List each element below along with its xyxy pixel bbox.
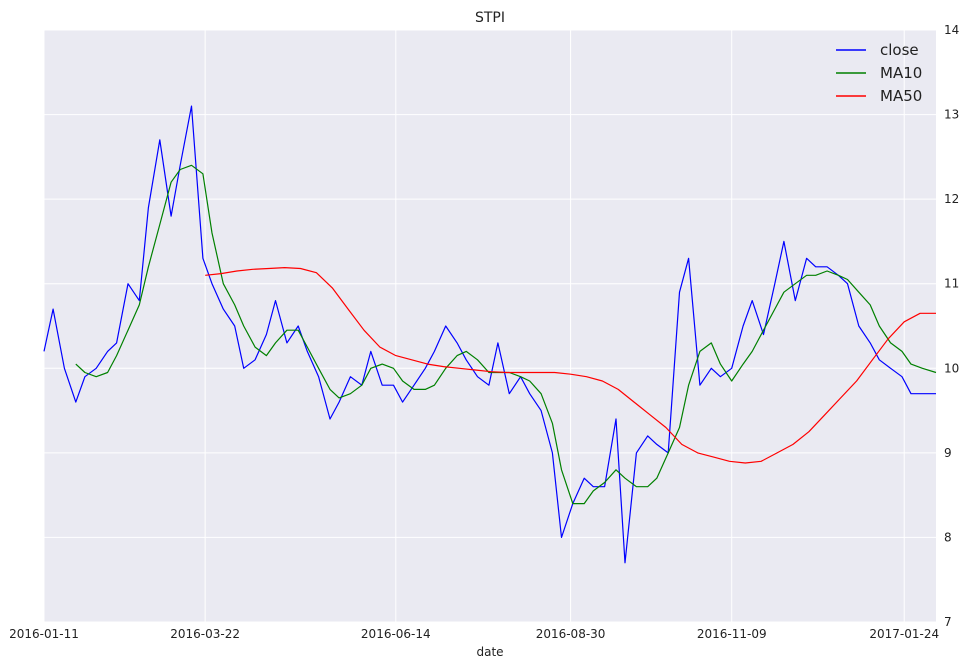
chart-title: STPI [475, 10, 505, 26]
legend-label-ma50: MA50 [880, 87, 922, 105]
x-tick-label: 2016-11-09 [697, 627, 767, 641]
y-tick-label: 7 [944, 615, 952, 629]
grid-lines [43, 29, 936, 623]
x-tick-label: 2016-08-30 [536, 627, 606, 641]
y-tick-label: 9 [944, 446, 952, 460]
legend: close MA10 MA50 [836, 41, 922, 105]
y-tick-label: 8 [944, 530, 952, 544]
series-line-close [43, 105, 936, 564]
y-tick-label: 10 [944, 361, 959, 375]
x-axis-ticks: 2016-01-11 2016-03-22 2016-06-14 2016-08-30… [9, 627, 939, 641]
x-tick-label: 2016-01-11 [9, 627, 79, 641]
x-axis-label: date [476, 645, 503, 659]
y-tick-label: 12 [944, 192, 959, 206]
y-tick-label: 11 [944, 277, 959, 291]
series-lines [43, 105, 937, 564]
plot-area [44, 30, 936, 622]
y-tick-label: 13 [944, 108, 959, 122]
legend-label-close: close [880, 41, 919, 59]
x-tick-label: 2017-01-24 [869, 627, 939, 641]
y-tick-label: 14 [944, 23, 959, 37]
x-tick-label: 2016-06-14 [361, 627, 431, 641]
y-axis-ticks: 7 8 9 10 11 12 13 14 [944, 23, 959, 629]
x-tick-label: 2016-03-22 [170, 627, 240, 641]
legend-label-ma10: MA10 [880, 64, 922, 82]
series-line-ma50 [205, 267, 936, 464]
